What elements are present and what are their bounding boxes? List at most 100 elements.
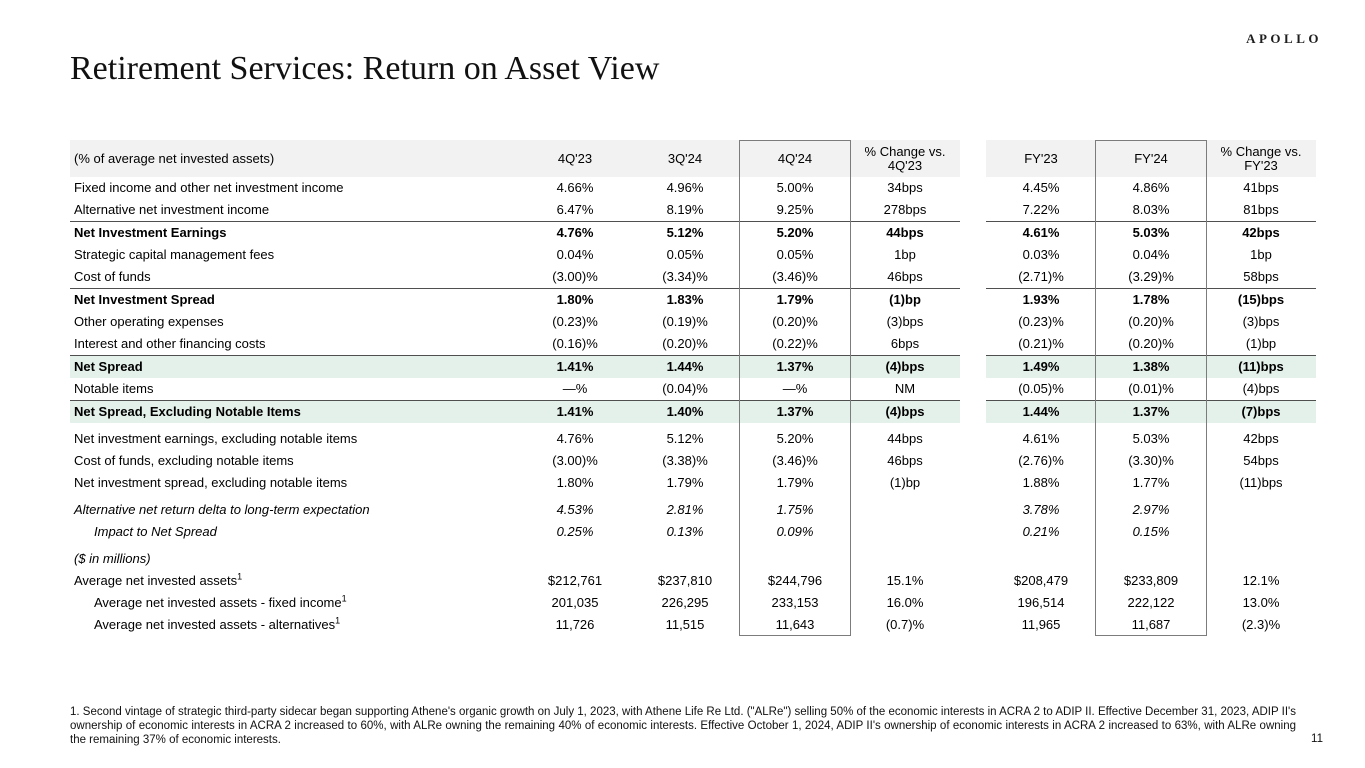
value-cell: 13.0% (1206, 592, 1316, 614)
value-cell: (3.00)% (520, 266, 630, 288)
value-cell: 1.80% (520, 472, 630, 494)
table-row: Net Investment Spread 1.80% 1.83% 1.79% (1)b… (70, 288, 1316, 311)
value-cell: 5.20% (740, 428, 850, 450)
value-cell: 4.45% (986, 177, 1096, 199)
section-gap (960, 333, 986, 355)
value-cell-text: 46bps (887, 453, 923, 468)
row-left-segment: Other operating expenses (0.23)% (0.19)% (0… (70, 311, 960, 333)
value-cell: 81bps (1206, 199, 1316, 221)
value-cell: 0.13% (630, 521, 740, 543)
value-cell: (3.38)% (630, 450, 740, 472)
table-row: Net investment earnings, excluding notab… (70, 428, 1316, 450)
value-cell-text: 1.79% (776, 292, 814, 307)
value-cell-text: (0.20)% (1128, 314, 1174, 329)
value-cell: 11,515 (630, 614, 740, 636)
value-cell: (3.30)% (1096, 450, 1206, 472)
value-cell: (3.29)% (1096, 266, 1206, 288)
value-cell-text: 11,515 (665, 617, 705, 632)
value-cell-text: 1.80% (556, 292, 594, 307)
value-cell-text: 2.81% (666, 502, 704, 517)
value-cell: 46bps (850, 266, 960, 288)
value-cell: 0.04% (520, 244, 630, 266)
row-label: Net Spread (70, 356, 520, 378)
value-cell-text: 42bps (1242, 225, 1280, 240)
section-gap (960, 266, 986, 288)
value-cell-text: (1)bp (889, 475, 921, 490)
value-cell: (0.05)% (986, 378, 1096, 400)
value-cell: 3.78% (986, 499, 1096, 521)
row-left-segment: ($ in millions) (70, 548, 960, 570)
value-cell: 1.37% (740, 401, 850, 423)
value-cell: (0.7)% (850, 614, 960, 636)
row-left-segment: Cost of funds, excluding notable items (3… (70, 450, 960, 472)
value-cell-text: 0.09% (776, 524, 814, 539)
row-left-segment: Net Spread 1.41% 1.44% 1.37% (4)bps (70, 355, 960, 378)
value-cell-text: 0.05% (666, 247, 704, 262)
row-label: Other operating expenses (70, 311, 520, 333)
row-right-segment: 0.03% 0.04% 1bp (986, 244, 1316, 266)
value-cell: 1.80% (520, 289, 630, 311)
row-label: Alternative net investment income (70, 199, 520, 221)
value-cell (1206, 499, 1316, 521)
value-cell-text: 1.37% (1132, 404, 1170, 419)
value-cell-text: (3.46)% (772, 269, 818, 284)
value-cell: (0.22)% (740, 333, 850, 355)
value-cell-text: (2.76)% (1018, 453, 1064, 468)
row-label: Average net invested assets - alternativ… (70, 614, 520, 636)
value-cell-text: 0.25% (556, 524, 594, 539)
value-cell-text: 1bp (894, 247, 916, 262)
value-cell: 1.41% (520, 356, 630, 378)
row-label-text: Average net invested assets - alternativ… (94, 617, 336, 632)
value-cell (1206, 548, 1316, 570)
value-cell: $237,810 (630, 570, 740, 592)
value-cell-text: 4.86% (1132, 180, 1170, 195)
value-cell-text: 0.05% (776, 247, 814, 262)
row-left-segment: Net Investment Earnings 4.76% 5.12% 5.20% 44… (70, 221, 960, 244)
row-label-text: Net investment spread, excluding notable… (74, 475, 348, 490)
row-label: Net investment earnings, excluding notab… (70, 428, 520, 450)
row-right-segment: 1.93% 1.78% (15)bps (986, 288, 1316, 311)
value-cell-text: (0.21)% (1018, 336, 1064, 351)
return-on-asset-table: (% of average net invested assets) 4Q'23 3… (70, 140, 1316, 636)
column-header-text: % Change vs. 4Q'23 (864, 143, 946, 173)
table-header-row: (% of average net invested assets) 4Q'23 3… (70, 140, 1316, 177)
value-cell: (2.76)% (986, 450, 1096, 472)
row-label: Average net invested assets1 (70, 570, 520, 592)
value-cell: 4.86% (1096, 177, 1206, 199)
row-label-text: Cost of funds (74, 269, 151, 284)
value-cell-text: (3.00)% (552, 453, 598, 468)
value-cell: 1.77% (1096, 472, 1206, 494)
section-gap (960, 311, 986, 333)
value-cell: 0.05% (740, 244, 850, 266)
section-gap (960, 450, 986, 472)
value-cell: 278bps (850, 199, 960, 221)
value-cell-text: (0.22)% (772, 336, 818, 351)
value-cell: 1.37% (740, 356, 850, 378)
value-cell: 11,643 (740, 614, 850, 636)
value-cell-text: 196,514 (1017, 595, 1065, 610)
value-cell-text: $233,809 (1123, 573, 1179, 588)
value-cell: 1.44% (986, 401, 1096, 423)
column-header: FY'24 (1096, 140, 1206, 177)
value-cell: 2.81% (630, 499, 740, 521)
value-cell: (0.20)% (630, 333, 740, 355)
row-left-segment: Net Investment Spread 1.80% 1.83% 1.79% (1)b… (70, 288, 960, 311)
value-cell-text: —% (782, 381, 808, 396)
column-header: 4Q'24 (740, 140, 850, 177)
row-left-segment: Net investment spread, excluding notable… (70, 472, 960, 494)
value-cell-text: 1.40% (666, 404, 704, 419)
row-right-segment: 7.22% 8.03% 81bps (986, 199, 1316, 221)
row-label-text: Interest and other financing costs (74, 336, 266, 351)
value-cell: $233,809 (1096, 570, 1206, 592)
row-label-text: Net investment earnings, excluding notab… (74, 431, 358, 446)
value-cell-text: 278bps (883, 202, 927, 217)
value-cell-text: 7.22% (1022, 202, 1060, 217)
value-cell: (15)bps (1206, 289, 1316, 311)
value-cell-text: $244,796 (767, 573, 823, 588)
value-cell: 1.40% (630, 401, 740, 423)
value-cell: 1.41% (520, 401, 630, 423)
value-cell-text: 0.04% (556, 247, 594, 262)
value-cell-text: 6.47% (556, 202, 594, 217)
value-cell-text: (7)bps (1241, 404, 1281, 419)
value-cell: 5.03% (1096, 222, 1206, 244)
